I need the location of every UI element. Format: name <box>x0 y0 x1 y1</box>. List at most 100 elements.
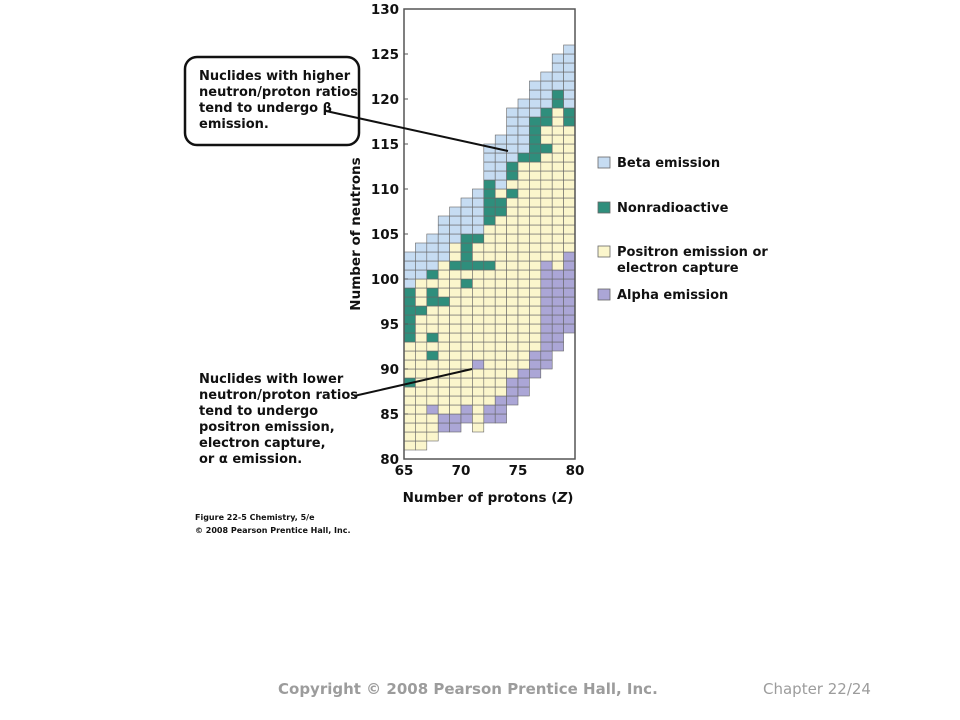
nuclide-cell-beta-emission <box>449 224 462 235</box>
legend-label-alpha-emission: Alpha emission <box>617 288 728 303</box>
nuclide-cell-positron-emission-or-electron-capture <box>551 152 564 163</box>
nuclide-cell-nonradioactive <box>426 296 439 307</box>
nuclide-cell-beta-emission <box>506 107 519 118</box>
nuclide-cell-positron-emission-or-electron-capture <box>426 341 439 352</box>
nuclide-cell-beta-emission <box>517 98 530 109</box>
nuclide-cell-positron-emission-or-electron-capture <box>517 242 530 253</box>
nuclide-cell-positron-emission-or-electron-capture <box>472 386 485 397</box>
nuclide-cell-beta-emission <box>540 80 553 91</box>
y-tick-label: 85 <box>380 407 399 423</box>
nuclide-cell-beta-emission <box>472 215 485 226</box>
y-tick-label: 90 <box>380 362 399 378</box>
nuclide-cell-positron-emission-or-electron-capture <box>483 305 496 316</box>
nuclide-cell-nonradioactive <box>529 152 542 163</box>
nuclide-cell-beta-emission <box>517 116 530 127</box>
nuclide-cell-positron-emission-or-electron-capture <box>472 287 485 298</box>
x-axis-title: Number of protons (Z) <box>403 490 574 506</box>
nuclide-cell-positron-emission-or-electron-capture <box>472 350 485 361</box>
nuclide-cell-nonradioactive <box>483 215 496 226</box>
nuclide-cell-positron-emission-or-electron-capture <box>506 179 519 190</box>
nuclide-cell-alpha-emission <box>540 305 553 316</box>
y-tick-label: 95 <box>380 317 399 333</box>
nuclide-cell-positron-emission-or-electron-capture <box>551 143 564 154</box>
nuclide-cell-positron-emission-or-electron-capture <box>529 233 542 244</box>
nuclide-cell-positron-emission-or-electron-capture <box>529 251 542 262</box>
callout-leader-higher-ratio <box>325 110 509 152</box>
nuclide-cell-beta-emission <box>449 233 462 244</box>
nuclide-cell-positron-emission-or-electron-capture <box>517 350 530 361</box>
nuclide-cell-nonradioactive <box>449 260 462 271</box>
nuclide-cell-alpha-emission <box>494 404 507 415</box>
nuclide-cell-positron-emission-or-electron-capture <box>540 206 553 217</box>
callout-line: or α emission. <box>199 452 302 467</box>
nuclide-cell-beta-emission <box>483 170 496 181</box>
nuclide-cell-positron-emission-or-electron-capture <box>506 206 519 217</box>
nuclide-cell-positron-emission-or-electron-capture <box>517 359 530 370</box>
nuclide-cell-positron-emission-or-electron-capture <box>551 107 564 118</box>
nuclide-cell-positron-emission-or-electron-capture <box>449 386 462 397</box>
nuclide-cell-alpha-emission <box>449 413 462 424</box>
nuclide-cell-positron-emission-or-electron-capture <box>551 251 564 262</box>
nuclide-cell-beta-emission <box>403 251 416 262</box>
nuclide-cell-beta-emission <box>506 134 519 145</box>
nuclide-cell-alpha-emission <box>540 269 553 280</box>
nuclide-cell-beta-emission <box>472 224 485 235</box>
nuclide-cell-positron-emission-or-electron-capture <box>563 197 576 208</box>
nuclide-cell-positron-emission-or-electron-capture <box>506 323 519 334</box>
nuclide-cell-positron-emission-or-electron-capture <box>551 242 564 253</box>
nuclide-cell-positron-emission-or-electron-capture <box>551 197 564 208</box>
nuclide-cell-positron-emission-or-electron-capture <box>494 377 507 388</box>
nuclide-cell-positron-emission-or-electron-capture <box>540 152 553 163</box>
nuclide-cell-nonradioactive <box>540 143 553 154</box>
nuclide-cell-positron-emission-or-electron-capture <box>540 170 553 181</box>
nuclide-cell-positron-emission-or-electron-capture <box>517 224 530 235</box>
nuclide-cell-positron-emission-or-electron-capture <box>551 134 564 145</box>
nuclide-cell-positron-emission-or-electron-capture <box>563 224 576 235</box>
nuclide-cell-nonradioactive <box>460 233 473 244</box>
nuclide-cell-nonradioactive <box>403 323 416 334</box>
nuclide-cell-positron-emission-or-electron-capture <box>437 278 450 289</box>
nuclide-cell-positron-emission-or-electron-capture <box>517 170 530 181</box>
nuclide-cell-positron-emission-or-electron-capture <box>403 422 416 433</box>
nuclide-cell-alpha-emission <box>494 413 507 424</box>
nuclide-cell-alpha-emission <box>563 278 576 289</box>
nuclide-cell-beta-emission <box>426 233 439 244</box>
nuclide-cell-beta-emission <box>437 233 450 244</box>
legend: Beta emission Nonradioactive Positron emis… <box>597 156 768 303</box>
nuclide-cell-positron-emission-or-electron-capture <box>563 206 576 217</box>
nuclide-cell-positron-emission-or-electron-capture <box>472 278 485 289</box>
nuclide-cell-positron-emission-or-electron-capture <box>437 269 450 280</box>
nuclide-cell-beta-emission <box>483 152 496 163</box>
nuclide-cell-positron-emission-or-electron-capture <box>415 422 428 433</box>
nuclide-cell-positron-emission-or-electron-capture <box>506 260 519 271</box>
nuclide-cell-positron-emission-or-electron-capture <box>517 332 530 343</box>
nuclide-cell-positron-emission-or-electron-capture <box>551 224 564 235</box>
nuclide-cell-positron-emission-or-electron-capture <box>449 341 462 352</box>
nuclide-cell-positron-emission-or-electron-capture <box>460 296 473 307</box>
nuclide-cell-positron-emission-or-electron-capture <box>449 377 462 388</box>
nuclide-cell-positron-emission-or-electron-capture <box>483 350 496 361</box>
nuclide-cell-positron-emission-or-electron-capture <box>506 278 519 289</box>
nuclide-cell-alpha-emission <box>483 404 496 415</box>
nuclide-cell-positron-emission-or-electron-capture <box>449 287 462 298</box>
nuclide-cell-beta-emission <box>415 269 428 280</box>
nuclide-cell-positron-emission-or-electron-capture <box>426 431 439 442</box>
nuclide-cell-alpha-emission <box>551 296 564 307</box>
nuclide-cell-nonradioactive <box>415 305 428 316</box>
nuclide-cell-beta-emission <box>437 251 450 262</box>
nuclide-cell-positron-emission-or-electron-capture <box>483 395 496 406</box>
nuclide-cell-positron-emission-or-electron-capture <box>449 395 462 406</box>
nuclide-cell-beta-emission <box>529 89 542 100</box>
nuclide-cell-positron-emission-or-electron-capture <box>449 359 462 370</box>
nuclide-cell-positron-emission-or-electron-capture <box>563 233 576 244</box>
nuclide-cell-positron-emission-or-electron-capture <box>460 386 473 397</box>
nuclide-cell-positron-emission-or-electron-capture <box>460 305 473 316</box>
nuclide-cell-beta-emission <box>483 161 496 172</box>
nuclide-cell-nonradioactive <box>403 305 416 316</box>
nuclide-cell-positron-emission-or-electron-capture <box>415 413 428 424</box>
nuclide-cell-positron-emission-or-electron-capture <box>551 116 564 127</box>
nuclide-cell-nonradioactive <box>483 179 496 190</box>
y-axis-ticks: 80 85 90 95 100 105 110 115 120 125 130 <box>371 2 408 468</box>
nuclide-cell-alpha-emission <box>494 395 507 406</box>
